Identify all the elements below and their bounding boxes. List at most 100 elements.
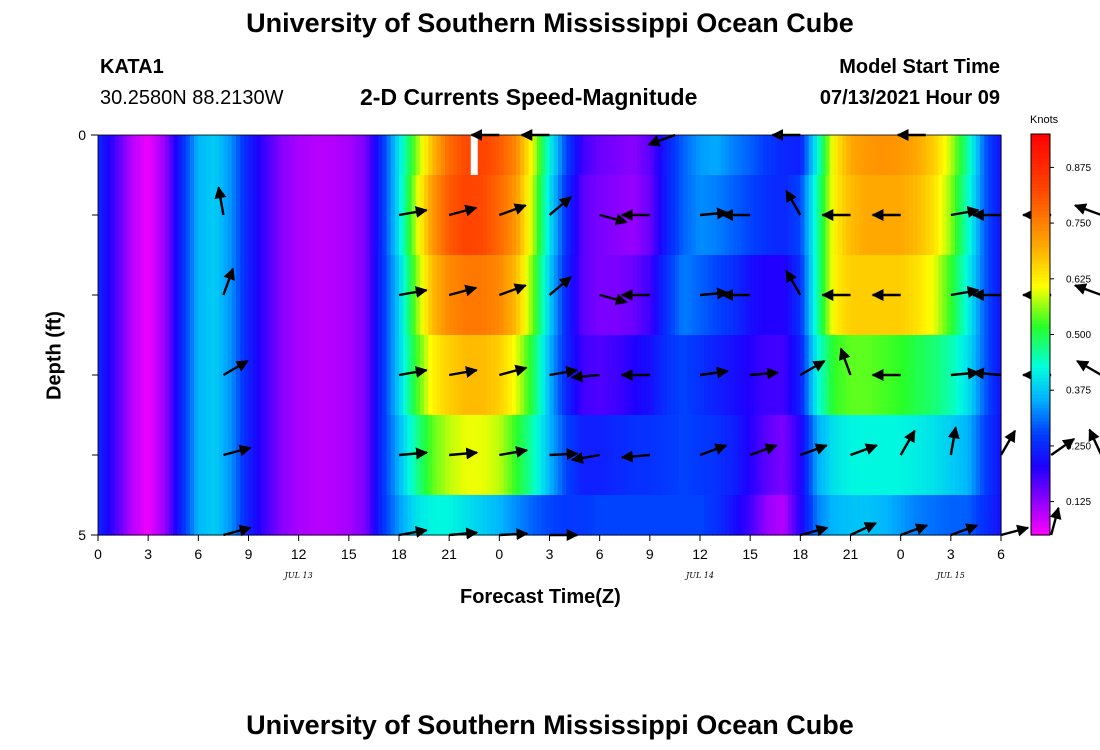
heatmap-cell	[311, 495, 316, 536]
heatmap-cell	[386, 255, 392, 336]
current-vector-arrow	[838, 347, 852, 376]
current-vector-arrow	[749, 443, 778, 457]
heatmap-cell	[850, 335, 856, 416]
heatmap-cell	[465, 495, 471, 536]
colorbar-segment	[1031, 528, 1050, 533]
heatmap-cell	[783, 175, 789, 256]
heatmap-cell	[574, 335, 580, 416]
heatmap-cell	[679, 255, 684, 336]
heatmap-cell	[215, 495, 220, 536]
x-tick-label: 9	[646, 546, 654, 562]
heatmap-cell	[432, 495, 438, 536]
heatmap-cell	[399, 495, 404, 536]
heatmap-cell	[135, 255, 141, 336]
current-vector-arrow	[448, 284, 478, 297]
heatmap-cell	[436, 415, 442, 496]
heatmap-cell	[695, 175, 701, 256]
colorbar-segment	[1031, 287, 1050, 292]
heatmap-cell	[854, 255, 860, 336]
heatmap-cell	[327, 335, 333, 416]
colorbar-segment	[1031, 341, 1050, 346]
heatmap-cell	[612, 135, 617, 176]
current-vector-arrow	[800, 524, 829, 537]
heatmap-cell	[407, 335, 413, 416]
heatmap-cell	[950, 415, 956, 496]
heatmap-cell	[842, 495, 847, 536]
heatmap-cell	[528, 495, 534, 536]
heatmap-cell	[754, 495, 760, 536]
heatmap-cell	[662, 335, 668, 416]
heatmap-cell	[244, 255, 250, 336]
heatmap-cell	[332, 175, 337, 256]
heatmap-cell	[766, 255, 772, 336]
colorbar-segment	[1031, 220, 1050, 225]
heatmap-cell	[658, 495, 663, 536]
heatmap-cell	[444, 495, 450, 536]
heatmap-cell	[348, 495, 354, 536]
heatmap-cell	[524, 135, 530, 176]
heatmap-cell	[378, 255, 383, 336]
heatmap-cell	[846, 335, 852, 416]
heatmap-cell	[219, 175, 225, 256]
heatmap-cell	[173, 335, 179, 416]
heatmap-cell	[189, 135, 195, 176]
heatmap-cell	[198, 415, 204, 496]
heatmap-cell	[980, 495, 985, 536]
heatmap-cell	[766, 135, 772, 176]
heatmap-cell	[712, 255, 718, 336]
heatmap-cell	[704, 495, 709, 536]
heatmap-cell	[771, 175, 776, 256]
colorbar-segment	[1031, 207, 1050, 212]
heatmap-cell	[616, 175, 622, 256]
heatmap-cell	[582, 135, 588, 176]
heatmap-cell	[219, 335, 225, 416]
heatmap-cell	[875, 415, 881, 496]
heatmap-cell	[879, 415, 885, 496]
heatmap-cell	[215, 415, 220, 496]
heatmap-cell	[863, 335, 868, 416]
heatmap-cell	[453, 335, 459, 416]
heatmap-cell	[482, 415, 488, 496]
heatmap-cell	[340, 175, 346, 256]
heatmap-cell	[369, 135, 375, 176]
heatmap-cell	[996, 415, 1002, 496]
heatmap-cell	[223, 255, 229, 336]
heatmap-cell	[938, 175, 944, 256]
x-tick-label: 3	[144, 546, 152, 562]
heatmap-cell	[478, 495, 484, 536]
heatmap-cell	[821, 495, 827, 536]
heatmap-cell	[470, 415, 475, 496]
heatmap-cell	[520, 335, 526, 416]
colorbar-segment	[1031, 154, 1050, 158]
heatmap-cell	[679, 335, 684, 416]
colorbar-segment	[1031, 190, 1050, 195]
heatmap-cell	[223, 335, 229, 416]
heatmap-cell	[281, 415, 287, 496]
heatmap-cell	[608, 255, 613, 336]
heatmap-cell	[102, 415, 107, 496]
colorbar-segment	[1031, 180, 1050, 185]
colorbar-segment	[1031, 271, 1050, 275]
heatmap-cell	[741, 415, 747, 496]
colorbar-segment	[1031, 267, 1050, 272]
colorbar-segment	[1031, 508, 1050, 513]
heatmap-cell	[235, 135, 241, 176]
colorbar-tick-label: 0.125	[1066, 497, 1091, 508]
heatmap-cell	[148, 495, 153, 536]
heatmap-cell	[766, 495, 772, 536]
colorbar-segment	[1031, 387, 1050, 392]
heatmap-cell	[143, 175, 149, 256]
heatmap-cell	[750, 495, 755, 536]
heatmap-cell	[486, 175, 492, 256]
heatmap-cell	[817, 135, 822, 176]
heatmap-cell	[231, 135, 237, 176]
heatmap-cell	[766, 175, 772, 256]
heatmap-cell	[921, 255, 927, 336]
heatmap-cell	[929, 415, 935, 496]
heatmap-cell	[181, 415, 187, 496]
heatmap-cell	[812, 175, 818, 256]
heatmap-cell	[633, 135, 638, 176]
heatmap-cell	[528, 175, 534, 256]
heatmap-cell	[478, 415, 484, 496]
colorbar-segment	[1031, 264, 1050, 269]
